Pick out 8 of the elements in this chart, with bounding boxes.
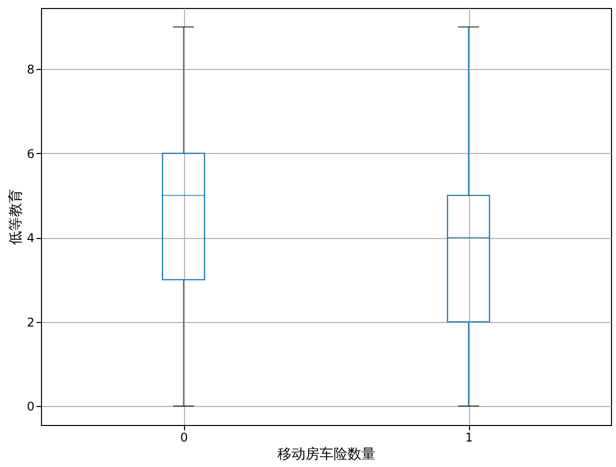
y-tick-label: 4 — [26, 231, 34, 246]
y-axis-title: 低等教育 — [6, 189, 24, 245]
y-tick-label: 0 — [26, 400, 34, 414]
y-tick-label: 6 — [26, 146, 34, 161]
y-tick-label: 8 — [26, 62, 34, 77]
x-axis-title: 移动房车险数量 — [278, 446, 376, 462]
y-tick-label: 2 — [26, 315, 34, 330]
x-tick-label: 1 — [465, 430, 473, 444]
